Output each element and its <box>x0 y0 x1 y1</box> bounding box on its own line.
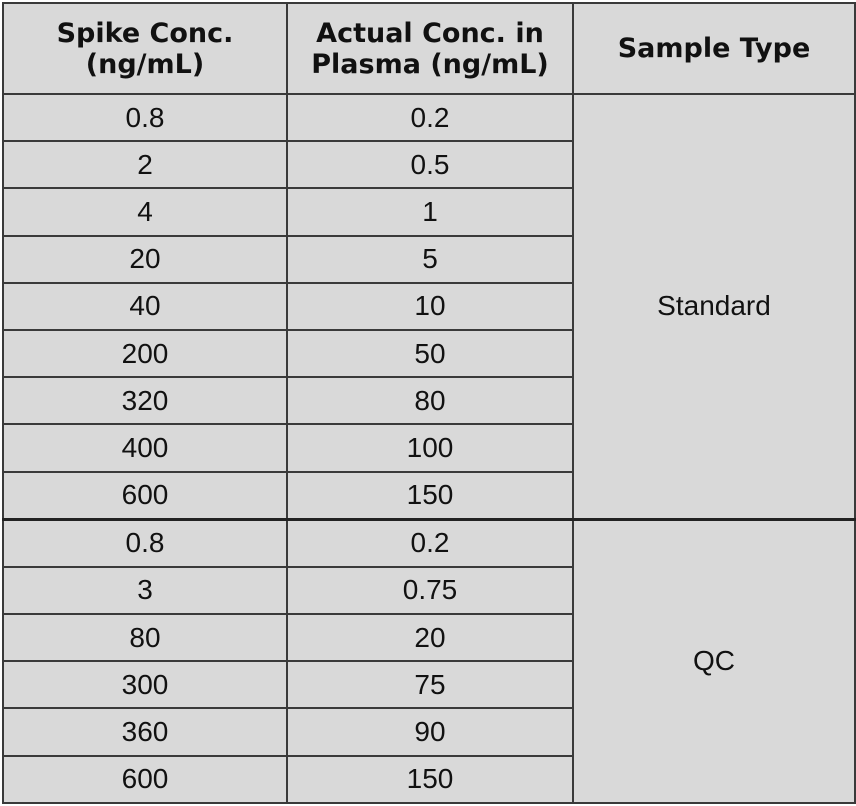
spike-cell: 300 <box>2 660 288 710</box>
spike-cell: 3 <box>2 565 288 616</box>
actual-cell: 20 <box>286 613 574 663</box>
header-spike-line1: Spike Conc. <box>56 17 234 49</box>
spike-cell: 600 <box>2 470 288 521</box>
actual-cell: 5 <box>286 234 574 284</box>
actual-cell: 0.2 <box>286 92 574 143</box>
table-row: 600 150 <box>2 754 855 805</box>
actual-cell: 0.75 <box>286 565 574 616</box>
spike-cell: 600 <box>2 754 288 805</box>
sample-type-qc: QC <box>572 517 856 804</box>
actual-cell: 100 <box>286 423 574 473</box>
header-row: Spike Conc. (ng/mL) Actual Conc. in Plas… <box>2 2 856 95</box>
spike-cell: 360 <box>2 707 288 757</box>
spike-cell: 20 <box>2 234 288 284</box>
table-row: 360 90 <box>2 707 855 757</box>
header-spike-conc: Spike Conc. (ng/mL) <box>2 2 288 95</box>
actual-cell: 1 <box>286 187 574 237</box>
actual-cell: 50 <box>286 328 574 379</box>
table-row: 200 50 <box>2 328 855 379</box>
table-row: 400 100 <box>2 423 855 473</box>
spike-cell: 0.8 <box>2 517 288 568</box>
spike-cell: 400 <box>2 423 288 473</box>
spike-cell: 80 <box>2 613 288 663</box>
actual-cell: 10 <box>286 281 574 331</box>
table-row: 300 75 <box>2 660 855 710</box>
header-spike-line2: (ng/mL) <box>85 48 205 80</box>
table-row: 20 5 <box>2 234 855 284</box>
header-actual-line1: Actual Conc. in <box>316 17 544 49</box>
table-row: 80 20 <box>2 613 855 663</box>
spike-cell: 200 <box>2 328 288 379</box>
actual-cell: 0.2 <box>286 517 574 568</box>
actual-cell: 80 <box>286 376 574 426</box>
actual-cell: 75 <box>286 660 574 710</box>
actual-cell: 90 <box>286 707 574 757</box>
table-row: 2 0.5 <box>2 140 855 190</box>
sample-type-standard: Standard <box>572 92 856 521</box>
spike-cell: 2 <box>2 140 288 190</box>
actual-cell: 150 <box>286 754 574 805</box>
spike-cell: 4 <box>2 187 288 237</box>
spike-cell: 0.8 <box>2 92 288 143</box>
table-row: 0.8 0.2 Standard <box>2 92 856 521</box>
table-row: 320 80 <box>2 376 855 426</box>
header-sample-type: Sample Type <box>572 2 856 95</box>
spike-cell: 40 <box>2 281 288 331</box>
table-row: 4 1 <box>2 187 855 237</box>
header-actual-conc: Actual Conc. in Plasma (ng/mL) <box>286 2 574 95</box>
actual-cell: 0.5 <box>286 140 574 190</box>
table-row: 40 10 <box>2 281 855 331</box>
table-row: 600 150 <box>2 470 855 521</box>
header-actual-line2: Plasma (ng/mL) <box>311 48 549 80</box>
table-row: 0.8 0.2 QC <box>2 517 856 804</box>
actual-cell: 150 <box>286 470 574 521</box>
spike-cell: 320 <box>2 376 288 426</box>
table-row: 3 0.75 <box>2 565 855 616</box>
